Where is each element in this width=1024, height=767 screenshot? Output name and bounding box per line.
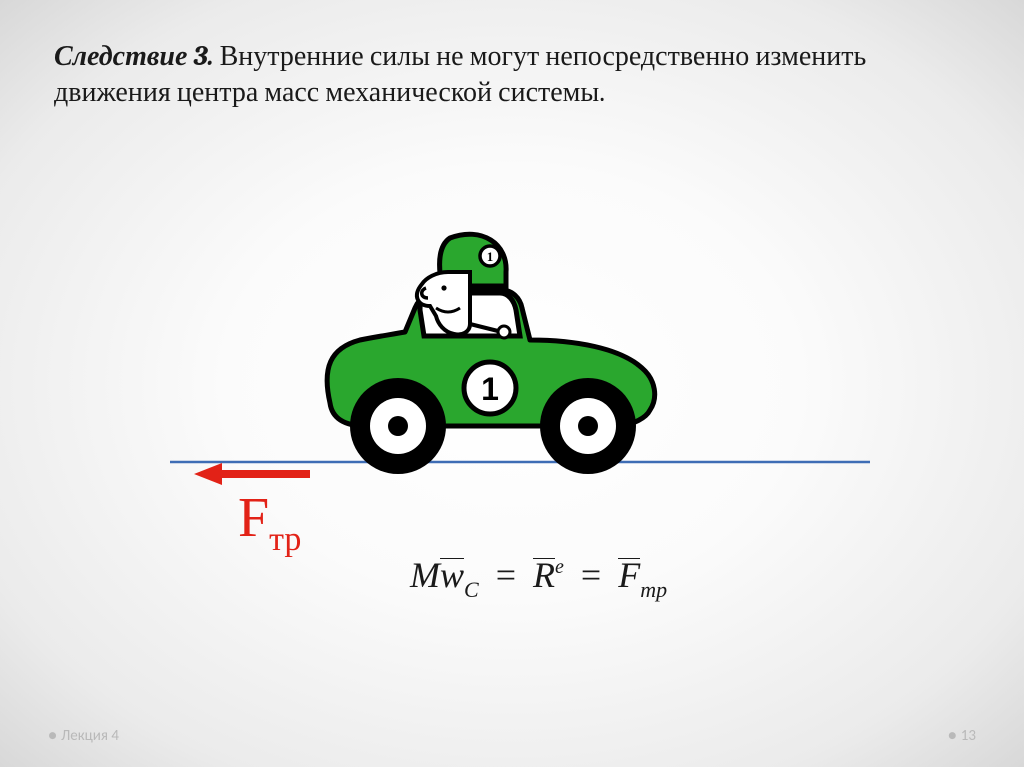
slide: Следствие 3. Внутренние силы не могут не… — [0, 0, 1024, 767]
formula-w-sub: C — [464, 577, 479, 602]
wheel-rear — [350, 378, 446, 474]
title-block: Следствие 3. Внутренние силы не могут не… — [54, 38, 970, 111]
friction-sub: тр — [269, 521, 301, 558]
diagram: 1 1 — [170, 210, 870, 510]
svg-text:1: 1 — [487, 249, 494, 264]
formula-R-sup: e — [555, 556, 564, 578]
formula-F-sub: mp — [640, 577, 667, 602]
footer-left: ●Лекция 4 — [48, 727, 119, 745]
friction-F: F — [238, 487, 269, 549]
formula-F: F — [618, 554, 640, 596]
formula-eq2: = — [581, 555, 601, 595]
formula-w: w — [440, 554, 464, 596]
title-text: Следствие 3. Внутренние силы не могут не… — [54, 38, 970, 111]
car-illustration: 1 1 — [170, 210, 870, 510]
formula-eq1: = — [496, 555, 516, 595]
footer: ●Лекция 4 ●13 — [48, 727, 976, 745]
title-lead: Следствие 3. — [54, 40, 213, 72]
wheel-front — [540, 378, 636, 474]
car: 1 1 — [327, 234, 655, 474]
formula-M: M — [410, 554, 440, 596]
footer-right: ●13 — [948, 727, 976, 745]
friction-arrow — [194, 463, 310, 485]
car-number: 1 — [481, 371, 499, 407]
formula: MwC = Re = Fmp — [410, 554, 667, 596]
friction-label: Fтр — [238, 486, 301, 550]
formula-R: R — [533, 554, 555, 596]
